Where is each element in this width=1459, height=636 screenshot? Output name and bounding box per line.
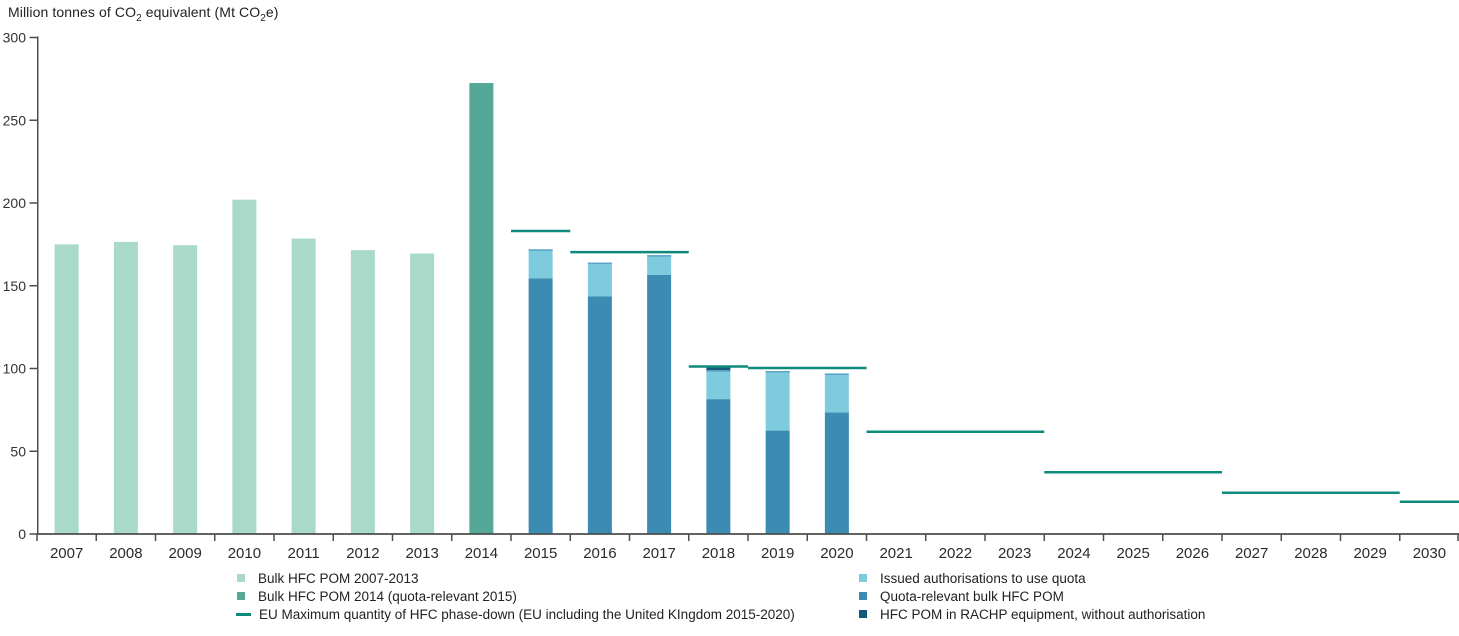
title-subscript: 2 (136, 12, 142, 24)
legend-square-swatch (859, 574, 867, 582)
title-text: Million tonnes of CO (8, 4, 137, 20)
x-tick-label-2026: 2026 (1176, 545, 1209, 562)
x-tick-label-2017: 2017 (642, 545, 675, 562)
chart-title: Million tonnes of CO2 equivalent (Mt CO2… (8, 4, 279, 24)
legend-item-label: Bulk HFC POM 2007-2013 (258, 570, 419, 586)
bar-segment-top-edge-2020 (824, 373, 849, 375)
x-tick-label-2027: 2027 (1235, 545, 1268, 562)
legend-item: EU Maximum quantity of HFC phase-down (E… (236, 605, 795, 623)
y-tick-label: 0 (18, 526, 26, 542)
x-tick-label-2012: 2012 (346, 545, 379, 562)
y-tick-label: 250 (3, 112, 27, 128)
bar-segment-2014 (469, 83, 494, 534)
legend-item: Quota-relevant bulk HFC POM (859, 587, 1205, 605)
y-tick-label: 100 (3, 361, 27, 377)
legend-square-swatch (237, 592, 245, 600)
legend-item: Issued authorisations to use quota (859, 569, 1205, 587)
bar-segment-2019 (765, 370, 790, 431)
bar-segment-2020 (824, 412, 849, 534)
x-tick-label-2013: 2013 (405, 545, 438, 562)
bar-segment-top-edge-2015 (528, 249, 553, 251)
x-tick-label-2021: 2021 (879, 545, 912, 562)
bar-segment-2017 (647, 255, 672, 275)
x-tick-label-2011: 2011 (287, 545, 319, 562)
legend-item-label: Bulk HFC POM 2014 (quota-relevant 2015) (258, 588, 517, 604)
title-text: e) (265, 4, 279, 20)
legend-square-swatch (859, 610, 867, 618)
bar-segment-2008 (113, 241, 138, 534)
bar-segment-top-edge-2017 (647, 255, 672, 257)
bar-segment-2007 (54, 244, 79, 534)
x-tick-label-2018: 2018 (702, 545, 735, 562)
y-tick-label: 50 (10, 443, 26, 459)
x-tick-label-2023: 2023 (998, 545, 1031, 562)
bar-segment-2009 (173, 245, 198, 534)
legend-item-label: Issued authorisations to use quota (880, 570, 1086, 586)
bar-segment-2018 (706, 366, 731, 371)
x-tick-label-2020: 2020 (820, 545, 853, 562)
legend-item-label: Quota-relevant bulk HFC POM (880, 588, 1064, 604)
bar-segment-2015 (528, 249, 553, 279)
legend-item: Bulk HFC POM 2007-2013 (237, 569, 795, 587)
bar-segment-2020 (824, 373, 849, 413)
bar-segment-top-edge-2016 (587, 262, 612, 265)
x-tick-label-2019: 2019 (761, 545, 794, 562)
x-tick-label-2025: 2025 (1116, 545, 1149, 562)
y-tick-label: 200 (3, 195, 27, 211)
legend-item: Bulk HFC POM 2014 (quota-relevant 2015) (237, 587, 795, 605)
bar-segment-2017 (647, 274, 672, 534)
bar-segment-2012 (350, 250, 375, 535)
y-tick-label: 300 (3, 30, 27, 46)
bar-segment-2015 (528, 278, 553, 534)
x-tick-label-2022: 2022 (939, 545, 972, 562)
x-tick-label-2024: 2024 (1057, 545, 1090, 562)
bar-segment-2016 (587, 296, 612, 534)
y-tick-label: 150 (3, 278, 27, 294)
legend-left-column: Bulk HFC POM 2007-2013 Bulk HFC POM 2014 … (236, 569, 795, 623)
bar-segment-2011 (291, 238, 316, 534)
bar-segment-2019 (765, 430, 790, 534)
bar-segment-2018 (706, 399, 731, 534)
chart-plot-area: 0 50 100 150 200 250 300 2007 2008 2009 2010 2011 20… (3, 30, 1459, 562)
legend-item-label: HFC POM in RACHP equipment, without auth… (880, 606, 1206, 622)
x-tick-label-2030: 2030 (1413, 545, 1446, 562)
legend-square-swatch (859, 592, 867, 600)
x-tick-label-2010: 2010 (228, 545, 261, 562)
legend-right-column: Issued authorisations to use quota Quota-… (859, 569, 1205, 623)
x-tick-label-2015: 2015 (524, 545, 557, 562)
x-tick-label-2029: 2029 (1353, 545, 1386, 562)
x-tick-label-2028: 2028 (1294, 545, 1327, 562)
title-text: equivalent (Mt CO (141, 4, 261, 20)
x-tick-label-2008: 2008 (109, 545, 142, 562)
legend-line-swatch (236, 612, 251, 616)
x-tick-label-2007: 2007 (50, 545, 83, 562)
bar-segment-2018 (706, 370, 731, 400)
x-tick-label-2014: 2014 (465, 545, 498, 562)
legend-square-swatch (237, 574, 245, 582)
x-tick-label-2009: 2009 (168, 545, 201, 562)
legend-item: HFC POM in RACHP equipment, without auth… (859, 605, 1205, 623)
bar-segment-2013 (410, 253, 435, 535)
bar-segment-top-edge-2019 (765, 370, 790, 373)
legend-item-label: EU Maximum quantity of HFC phase-down (E… (259, 606, 795, 622)
bar-segment-top-edge-2018 (706, 370, 731, 372)
x-tick-label-2016: 2016 (583, 545, 616, 562)
bar-segment-2016 (587, 262, 612, 297)
bar-segment-2010 (232, 199, 257, 534)
title-subscript: 2 (260, 12, 266, 24)
